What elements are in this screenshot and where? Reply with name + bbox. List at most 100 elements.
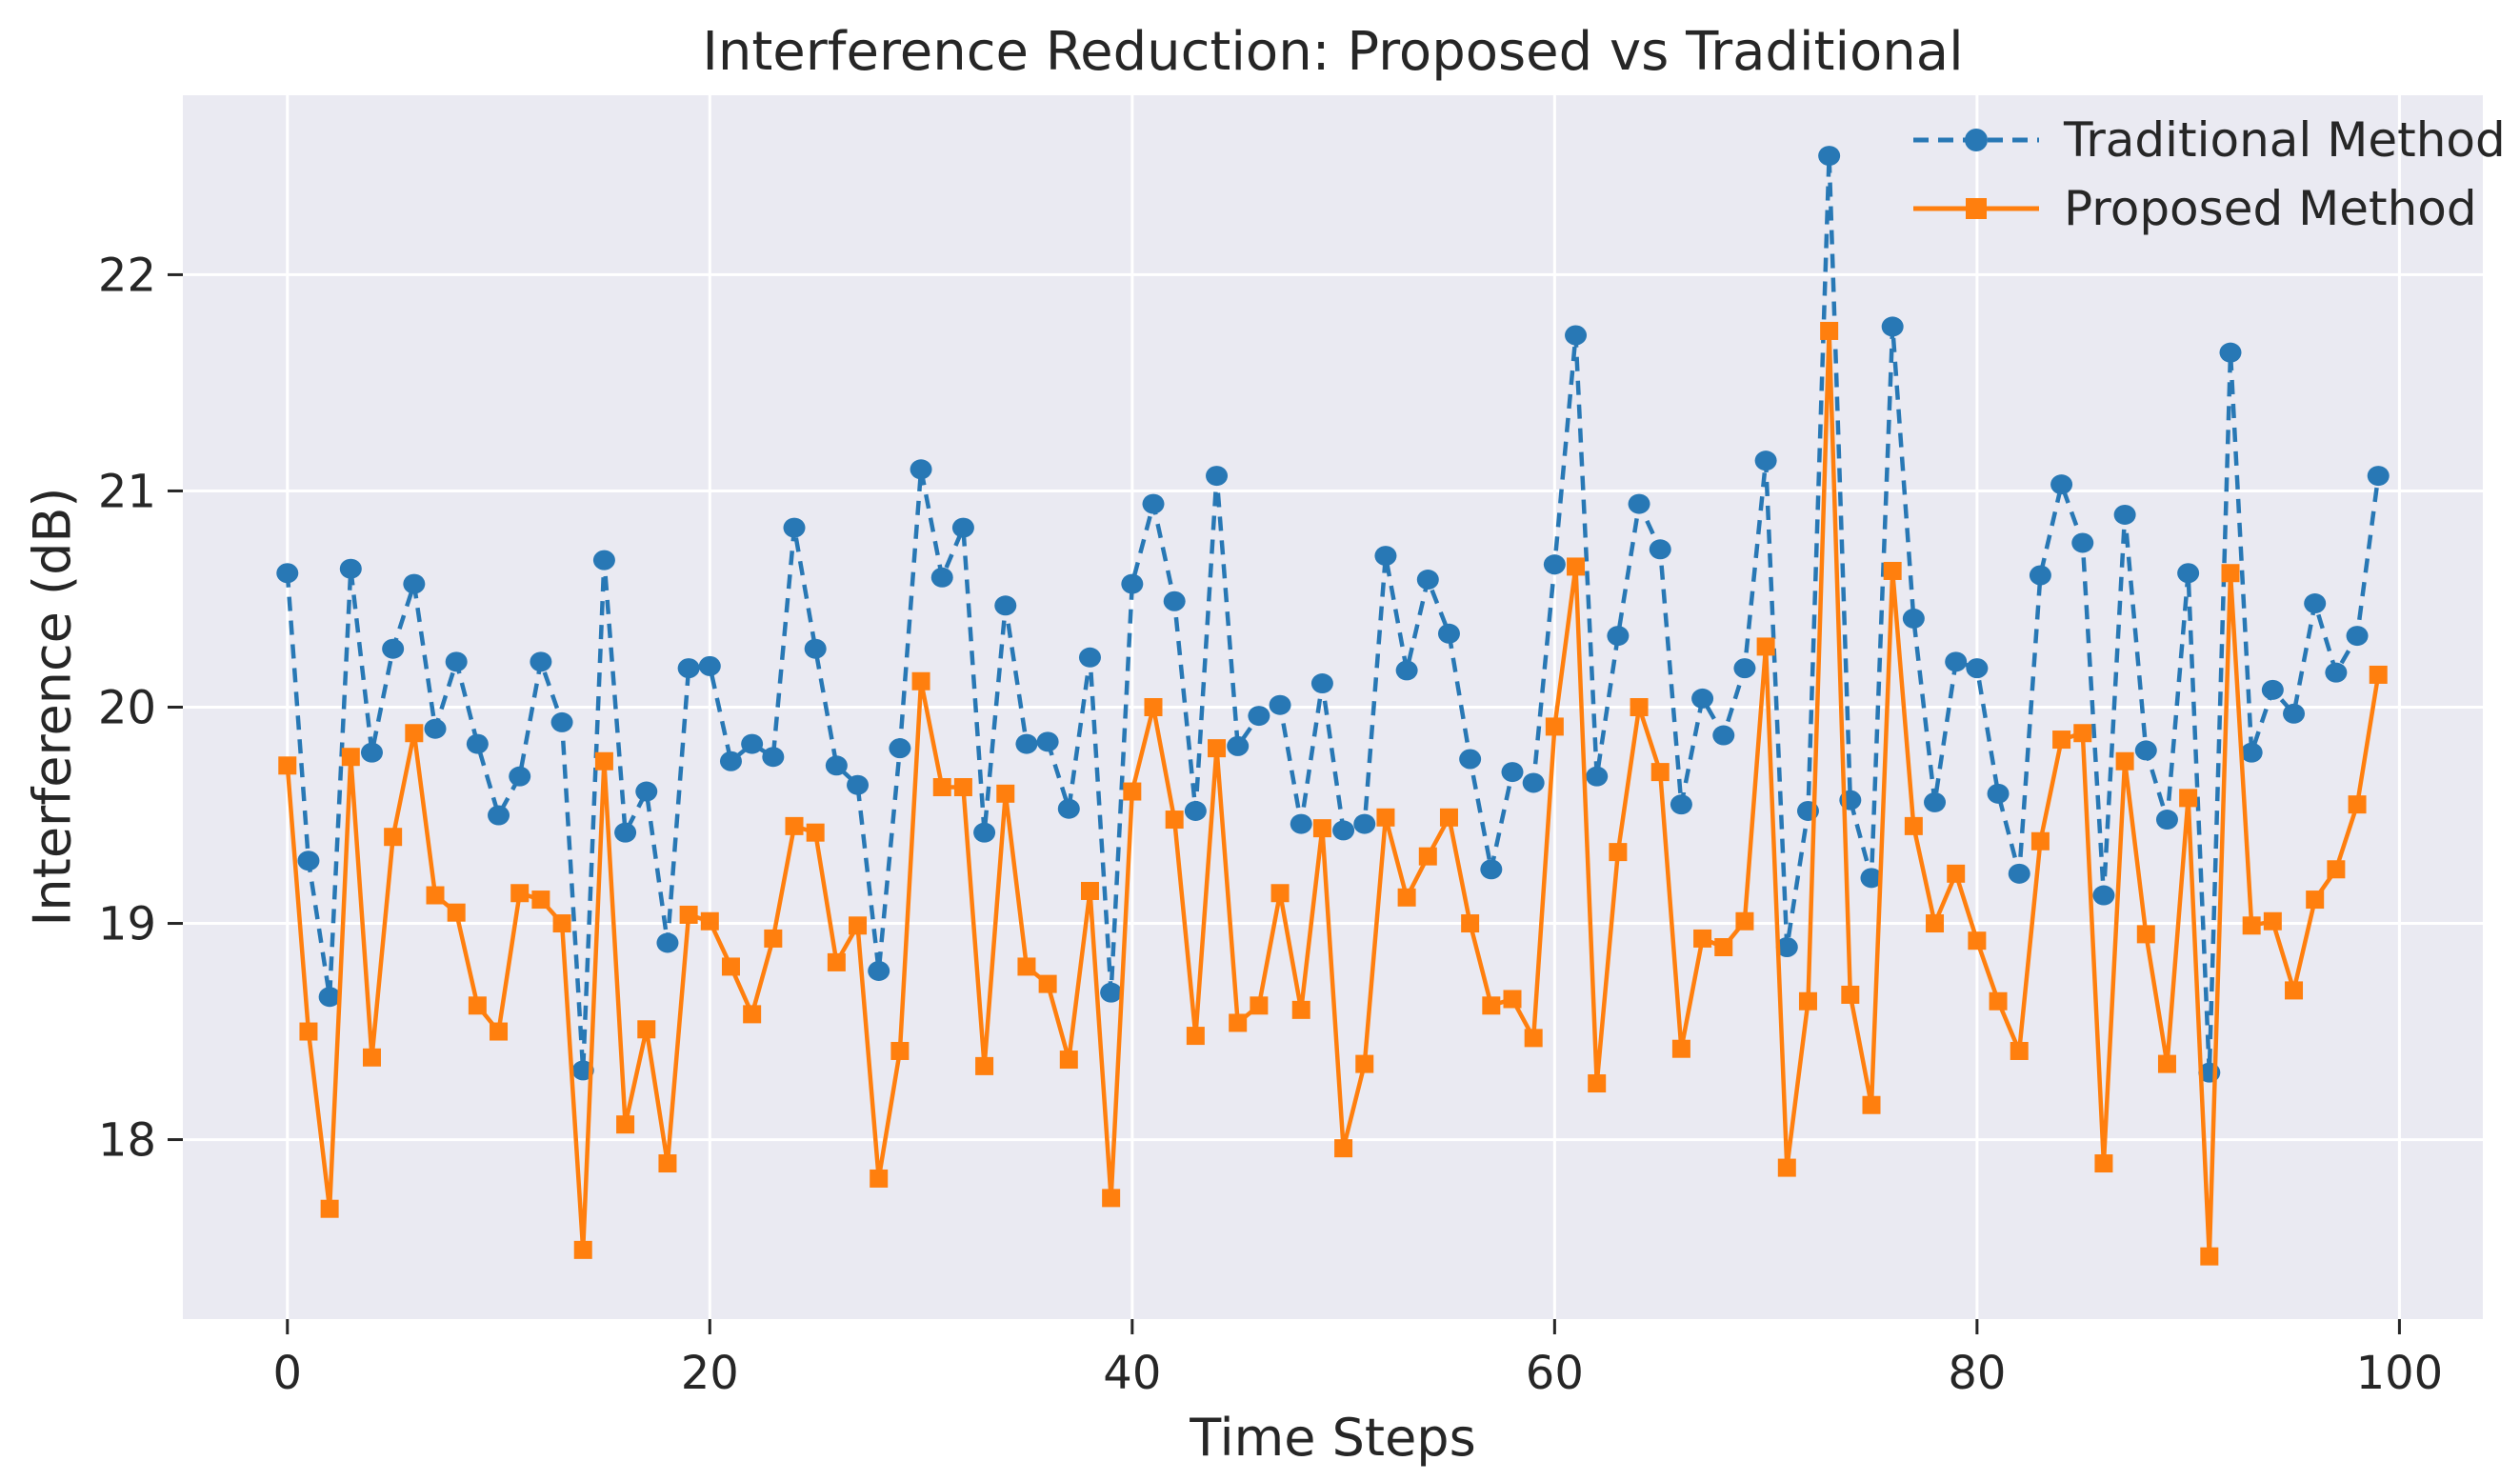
marker-proposed bbox=[2094, 1154, 2113, 1173]
marker-traditional bbox=[1036, 731, 1059, 752]
marker-proposed bbox=[1862, 1095, 1881, 1114]
marker-proposed bbox=[700, 911, 719, 931]
marker-proposed bbox=[1735, 911, 1754, 931]
y-tick-label: 18 bbox=[98, 1114, 156, 1168]
y-tick-label: 22 bbox=[98, 249, 156, 302]
marker-traditional bbox=[762, 747, 785, 768]
marker-proposed bbox=[2157, 1054, 2176, 1073]
marker-proposed bbox=[278, 756, 297, 775]
marker-proposed bbox=[573, 1240, 592, 1259]
marker-traditional bbox=[1881, 316, 1904, 337]
marker-traditional bbox=[1586, 766, 1609, 787]
marker-proposed bbox=[1989, 991, 2008, 1011]
marker-traditional bbox=[1416, 570, 1439, 590]
marker-proposed bbox=[1229, 1013, 1248, 1032]
marker-proposed bbox=[2221, 564, 2240, 583]
marker-proposed bbox=[932, 778, 951, 797]
marker-proposed bbox=[1017, 957, 1036, 976]
marker-proposed bbox=[1059, 1051, 1078, 1070]
x-axis-label: Time Steps bbox=[1190, 1408, 1476, 1468]
marker-proposed bbox=[1397, 888, 1416, 907]
marker-traditional bbox=[2092, 885, 2115, 906]
marker-traditional bbox=[1184, 800, 1207, 821]
marker-traditional bbox=[2304, 593, 2327, 614]
marker-traditional bbox=[403, 573, 426, 594]
marker-traditional bbox=[1543, 554, 1566, 575]
marker-traditional bbox=[424, 718, 447, 739]
marker-traditional bbox=[2367, 466, 2390, 487]
marker-proposed bbox=[490, 1022, 509, 1041]
marker-traditional bbox=[2325, 662, 2348, 683]
marker-proposed bbox=[2115, 751, 2134, 771]
marker-proposed bbox=[1186, 1027, 1205, 1046]
marker-traditional bbox=[1310, 673, 1333, 694]
marker-traditional bbox=[741, 733, 764, 754]
marker-traditional bbox=[1818, 146, 1841, 167]
marker-proposed bbox=[2263, 911, 2282, 931]
marker-traditional bbox=[1649, 539, 1671, 560]
marker-traditional bbox=[1459, 749, 1482, 770]
marker-proposed bbox=[1798, 991, 1817, 1011]
marker-proposed bbox=[1777, 1158, 1796, 1177]
marker-proposed bbox=[1883, 561, 1902, 580]
traditional-line-sample-icon bbox=[1913, 129, 2039, 151]
marker-traditional bbox=[2177, 563, 2200, 584]
marker-proposed bbox=[1947, 864, 1966, 883]
marker-traditional bbox=[2346, 626, 2369, 647]
marker-proposed bbox=[1609, 843, 1628, 862]
marker-traditional bbox=[973, 822, 996, 843]
marker-traditional bbox=[1248, 706, 1270, 727]
marker-traditional bbox=[825, 755, 848, 776]
marker-traditional bbox=[1163, 590, 1186, 611]
marker-proposed bbox=[1671, 1039, 1690, 1058]
marker-proposed bbox=[616, 1115, 635, 1134]
marker-proposed bbox=[1503, 990, 1522, 1009]
marker-traditional bbox=[360, 742, 383, 763]
marker-traditional bbox=[1987, 783, 2010, 804]
marker-proposed bbox=[806, 823, 825, 842]
marker-proposed bbox=[658, 1154, 677, 1173]
marker-traditional bbox=[951, 517, 974, 538]
marker-proposed bbox=[2369, 665, 2388, 684]
marker-traditional bbox=[910, 459, 932, 480]
marker-proposed bbox=[1693, 929, 1712, 948]
marker-traditional bbox=[1733, 658, 1756, 679]
x-tick-label: 80 bbox=[1948, 1347, 2006, 1400]
marker-traditional bbox=[2155, 810, 2178, 831]
marker-traditional bbox=[1628, 493, 1650, 514]
marker-proposed bbox=[299, 1022, 318, 1041]
marker-traditional bbox=[1269, 694, 1291, 715]
marker-traditional bbox=[1015, 733, 1038, 754]
marker-traditional bbox=[276, 563, 299, 584]
marker-proposed bbox=[1291, 1000, 1310, 1019]
marker-proposed bbox=[1588, 1074, 1607, 1093]
marker-traditional bbox=[339, 558, 362, 579]
x-tick-label: 60 bbox=[1526, 1347, 1584, 1400]
marker-traditional bbox=[1966, 658, 1989, 679]
marker-proposed bbox=[1038, 974, 1057, 993]
marker-traditional bbox=[1057, 798, 1080, 819]
marker-proposed bbox=[1545, 717, 1564, 736]
marker-proposed bbox=[1312, 819, 1331, 838]
marker-proposed bbox=[552, 914, 571, 933]
marker-traditional bbox=[2261, 679, 2284, 700]
marker-proposed bbox=[743, 1005, 762, 1024]
marker-traditional bbox=[2071, 532, 2094, 553]
marker-proposed bbox=[447, 903, 466, 922]
marker-traditional bbox=[656, 932, 679, 953]
marker-traditional bbox=[1860, 868, 1883, 889]
marker-traditional bbox=[1100, 982, 1123, 1003]
marker-traditional bbox=[698, 655, 721, 676]
y-tick-label: 19 bbox=[98, 898, 156, 951]
chart-title: Interference Reduction: Proposed vs Trad… bbox=[702, 21, 1964, 83]
marker-proposed bbox=[1080, 881, 1099, 900]
marker-traditional bbox=[1775, 937, 1798, 958]
marker-proposed bbox=[1482, 996, 1501, 1015]
marker-proposed bbox=[2327, 860, 2346, 879]
marker-traditional bbox=[530, 651, 552, 672]
marker-traditional bbox=[466, 733, 489, 754]
marker-proposed bbox=[1820, 321, 1839, 340]
marker-traditional bbox=[1142, 493, 1165, 514]
marker-proposed bbox=[468, 996, 487, 1015]
